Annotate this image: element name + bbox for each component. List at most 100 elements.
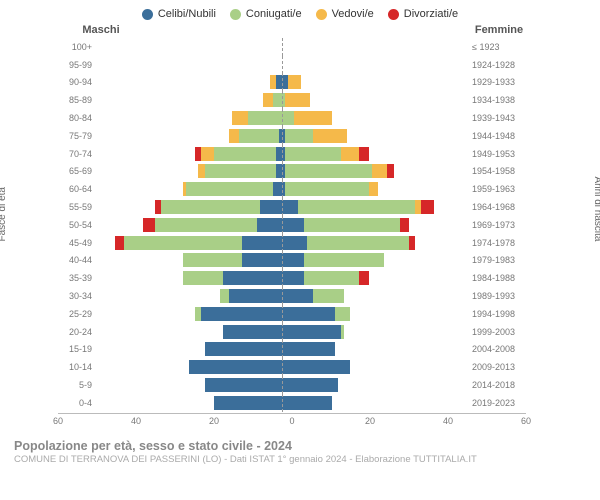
segment-s xyxy=(282,289,313,303)
female-bar xyxy=(282,75,468,89)
y-axis-label-right: Anni di nascita xyxy=(592,176,600,241)
bar-pair xyxy=(96,307,468,321)
birth-year-label: 1924-1928 xyxy=(468,60,526,70)
bar-pair xyxy=(96,164,468,178)
segment-c xyxy=(285,147,341,161)
segment-d xyxy=(359,271,368,285)
pyramid-row: 70-74 1949-1953 xyxy=(58,145,526,163)
segment-d xyxy=(387,164,393,178)
age-label: 45-49 xyxy=(58,238,96,248)
segment-s xyxy=(282,378,338,392)
female-bar xyxy=(282,342,468,356)
segment-w xyxy=(288,75,300,89)
segment-s xyxy=(189,360,282,374)
female-bar xyxy=(282,307,468,321)
birth-year-label: 1939-1943 xyxy=(468,113,526,123)
age-label: 35-39 xyxy=(58,273,96,283)
birth-year-label: 1944-1948 xyxy=(468,131,526,141)
legend-item: Celibi/Nubili xyxy=(142,8,216,20)
male-bar xyxy=(96,271,282,285)
segment-c xyxy=(285,129,313,143)
age-label: 60-64 xyxy=(58,184,96,194)
center-line xyxy=(282,376,283,394)
female-bar xyxy=(282,271,468,285)
segment-d xyxy=(143,218,155,232)
birth-year-label: ≤ 1923 xyxy=(468,42,526,52)
footer-subtitle: COMUNE DI TERRANOVA DEI PASSERINI (LO) -… xyxy=(14,454,586,465)
segment-s xyxy=(201,307,282,321)
male-bar xyxy=(96,236,282,250)
segment-s xyxy=(282,307,335,321)
pyramid-row: 60-641959-1963 xyxy=(58,180,526,198)
segment-w xyxy=(285,93,310,107)
segment-s xyxy=(282,236,307,250)
pyramid-row: 65-69 1954-1958 xyxy=(58,163,526,181)
segment-s xyxy=(282,325,341,339)
segment-w xyxy=(313,129,347,143)
x-tick: 20 xyxy=(365,416,375,426)
male-bar xyxy=(96,58,282,72)
age-label: 0-4 xyxy=(58,398,96,408)
segment-c xyxy=(161,200,260,214)
segment-c xyxy=(304,253,385,267)
age-label: 75-79 xyxy=(58,131,96,141)
pyramid-row: 50-54 1969-1973 xyxy=(58,216,526,234)
age-label: 50-54 xyxy=(58,220,96,230)
female-bar xyxy=(282,200,468,214)
pyramid-row: 75-79 1944-1948 xyxy=(58,127,526,145)
segment-c xyxy=(214,147,276,161)
birth-year-label: 1949-1953 xyxy=(468,149,526,159)
bar-pair xyxy=(96,200,468,214)
segment-c xyxy=(298,200,416,214)
segment-c xyxy=(304,271,360,285)
birth-year-label: 1969-1973 xyxy=(468,220,526,230)
male-bar xyxy=(96,164,282,178)
female-bar xyxy=(282,289,468,303)
legend-swatch xyxy=(316,9,327,20)
age-label: 65-69 xyxy=(58,166,96,176)
segment-c xyxy=(183,253,242,267)
female-bar xyxy=(282,325,468,339)
segment-d xyxy=(421,200,433,214)
bar-pair xyxy=(96,396,468,410)
center-line xyxy=(282,91,283,109)
legend-swatch xyxy=(142,9,153,20)
female-bar xyxy=(282,218,468,232)
segment-w xyxy=(341,147,360,161)
male-bar xyxy=(96,289,282,303)
age-label: 70-74 xyxy=(58,149,96,159)
segment-s xyxy=(260,200,282,214)
birth-year-label: 2019-2023 xyxy=(468,398,526,408)
birth-year-label: 1989-1993 xyxy=(468,291,526,301)
segment-s xyxy=(229,289,282,303)
bar-pair xyxy=(96,129,468,143)
bar-pair xyxy=(96,182,468,196)
segment-c xyxy=(273,93,282,107)
center-line xyxy=(282,56,283,74)
segment-c xyxy=(239,129,279,143)
birth-year-label: 1954-1958 xyxy=(468,166,526,176)
footer-title: Popolazione per età, sesso e stato civil… xyxy=(14,439,586,453)
segment-c xyxy=(341,325,344,339)
male-bar xyxy=(96,200,282,214)
pyramid-row: 80-841939-1943 xyxy=(58,109,526,127)
x-tick: 0 xyxy=(289,416,294,426)
pyramid-row: 100+ ≤ 1923 xyxy=(58,38,526,56)
birth-year-label: 1929-1933 xyxy=(468,77,526,87)
age-label: 15-19 xyxy=(58,344,96,354)
birth-year-label: 1934-1938 xyxy=(468,95,526,105)
bar-pair xyxy=(96,378,468,392)
population-pyramid-chart: Celibi/NubiliConiugati/eVedovi/eDivorzia… xyxy=(0,0,600,500)
bar-pair xyxy=(96,93,468,107)
birth-year-label: 1974-1978 xyxy=(468,238,526,248)
age-label: 100+ xyxy=(58,42,96,52)
segment-s xyxy=(223,271,282,285)
pyramid-row: 15-192004-2008 xyxy=(58,341,526,359)
legend-swatch xyxy=(388,9,399,20)
segment-c xyxy=(307,236,409,250)
center-line xyxy=(282,127,283,145)
pyramid-row: 40-441979-1983 xyxy=(58,252,526,270)
segment-w xyxy=(372,164,388,178)
segment-s xyxy=(205,378,283,392)
segment-c xyxy=(248,111,282,125)
